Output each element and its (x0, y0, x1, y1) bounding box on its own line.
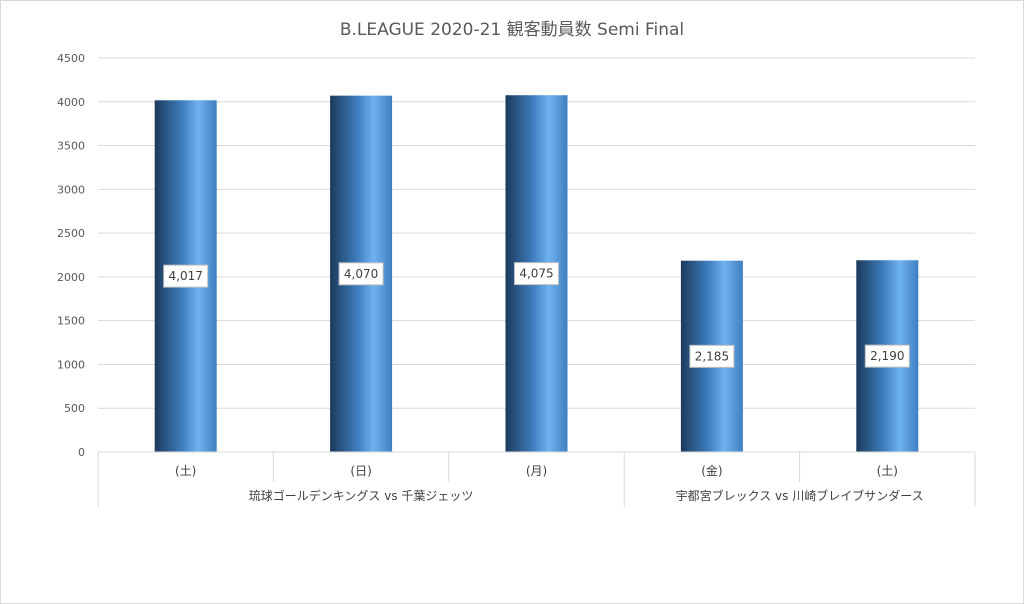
data-label: 4,070 (344, 267, 378, 281)
data-label-box (689, 344, 735, 368)
group-label: 琉球ゴールデンキングス vs 千葉ジェッツ (249, 488, 474, 503)
chart-title: B.LEAGUE 2020-21 観客動員数 Semi Final (340, 20, 684, 40)
data-label: 2,185 (695, 349, 729, 363)
data-label: 4,075 (519, 267, 553, 281)
y-tick-label: 3000 (57, 183, 85, 196)
data-label: 2,190 (870, 349, 904, 363)
y-tick-label: 2000 (57, 271, 85, 284)
y-tick-label: 500 (64, 402, 85, 415)
x-tick-label: (月) (526, 464, 547, 478)
y-tick-label: 2500 (57, 227, 85, 240)
data-label: 4,017 (169, 269, 203, 283)
x-tick-label: (日) (350, 464, 371, 478)
y-tick-label: 3500 (57, 140, 85, 153)
x-tick-label: (土) (877, 464, 898, 478)
y-tick-label: 1500 (57, 315, 85, 328)
x-tick-label: (土) (175, 464, 196, 478)
y-tick-label: 0 (78, 446, 85, 459)
data-label-box (338, 262, 384, 286)
data-label-box (163, 264, 209, 288)
y-tick-label: 4500 (57, 52, 85, 65)
y-tick-label: 1000 (57, 358, 85, 371)
y-tick-label: 4000 (57, 96, 85, 109)
data-label-box (864, 344, 910, 368)
data-labels: 4,017 4,070 4,075 2,185 2,190 (163, 262, 910, 368)
y-axis-ticks: 0 500 1000 1500 2000 2500 3000 3500 4000 4500 (57, 52, 85, 459)
group-label: 宇都宮ブレックス vs 川崎ブレイブサンダース (676, 488, 924, 503)
x-tick-label: (金) (701, 463, 722, 478)
x-axis: (土) (日) (月) (金) (土) 琉球ゴールデンキングス vs 千葉ジェッツ 宇都宮ブ… (97, 451, 976, 507)
data-label-box (514, 262, 559, 286)
